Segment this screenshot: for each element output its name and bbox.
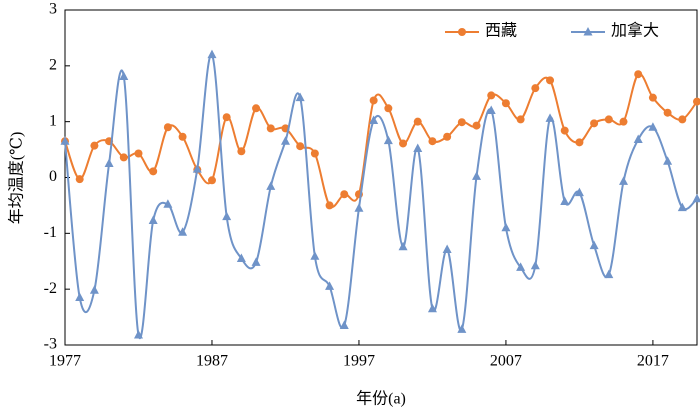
point bbox=[252, 257, 261, 266]
x-tick-label: 1977 bbox=[49, 353, 81, 370]
point bbox=[678, 115, 686, 123]
point bbox=[237, 147, 245, 155]
point bbox=[164, 123, 172, 131]
point bbox=[531, 84, 539, 92]
point bbox=[326, 201, 334, 209]
point bbox=[678, 203, 687, 212]
y-tick-label: 0 bbox=[49, 168, 57, 185]
y-tick-label: -2 bbox=[44, 280, 57, 297]
point bbox=[664, 109, 672, 117]
point bbox=[310, 251, 319, 260]
point bbox=[605, 115, 613, 123]
point bbox=[502, 99, 510, 107]
point bbox=[560, 197, 569, 206]
point bbox=[223, 113, 231, 121]
legend-marker bbox=[458, 28, 466, 36]
legend-label: 西藏 bbox=[485, 22, 517, 40]
x-tick-label: 2007 bbox=[490, 353, 522, 370]
plot-frame bbox=[65, 10, 697, 345]
point bbox=[90, 142, 98, 150]
y-tick-label: 3 bbox=[49, 1, 57, 18]
point bbox=[384, 104, 392, 112]
legend-label: 加拿大 bbox=[611, 21, 659, 40]
point bbox=[649, 94, 657, 102]
point bbox=[340, 320, 349, 329]
point bbox=[354, 203, 363, 212]
point bbox=[443, 133, 451, 141]
point bbox=[76, 175, 84, 183]
y-tick-label: -3 bbox=[44, 336, 57, 353]
point bbox=[149, 167, 157, 175]
x-tick-label: 1997 bbox=[343, 353, 375, 370]
point bbox=[428, 137, 436, 145]
y-axis-label: 年均温度(℃) bbox=[8, 132, 26, 225]
point bbox=[620, 118, 628, 126]
point bbox=[575, 138, 583, 146]
point bbox=[414, 118, 422, 126]
point bbox=[399, 139, 407, 147]
point bbox=[266, 181, 275, 190]
point bbox=[120, 153, 128, 161]
point bbox=[604, 270, 613, 279]
point bbox=[311, 149, 319, 157]
point bbox=[149, 215, 158, 224]
point bbox=[693, 194, 700, 203]
y-tick-label: 1 bbox=[49, 112, 57, 129]
point bbox=[105, 159, 114, 168]
point bbox=[501, 223, 510, 232]
point bbox=[472, 171, 481, 180]
point bbox=[590, 119, 598, 127]
point bbox=[413, 143, 422, 152]
point bbox=[179, 133, 187, 141]
point bbox=[561, 127, 569, 135]
point bbox=[546, 113, 555, 122]
point bbox=[517, 115, 525, 123]
point bbox=[222, 212, 231, 221]
point bbox=[473, 122, 481, 130]
point bbox=[531, 261, 540, 270]
point bbox=[75, 293, 84, 302]
y-tick-label: 2 bbox=[49, 57, 57, 74]
point bbox=[487, 91, 495, 99]
x-tick-label: 1987 bbox=[196, 353, 228, 370]
point bbox=[267, 124, 275, 132]
point bbox=[207, 50, 216, 59]
point bbox=[634, 70, 642, 78]
point bbox=[619, 176, 628, 185]
point bbox=[546, 76, 554, 84]
point bbox=[399, 242, 408, 251]
point bbox=[296, 142, 304, 150]
point bbox=[208, 176, 216, 184]
point bbox=[443, 245, 452, 254]
point bbox=[340, 190, 348, 198]
point bbox=[370, 96, 378, 104]
point bbox=[134, 149, 142, 157]
point bbox=[384, 136, 393, 145]
x-tick-label: 2017 bbox=[637, 353, 669, 370]
point bbox=[590, 241, 599, 250]
y-tick-label: -1 bbox=[44, 224, 57, 241]
point bbox=[90, 285, 99, 294]
point bbox=[458, 118, 466, 126]
x-axis-label: 年份(a) bbox=[356, 390, 406, 408]
point bbox=[281, 136, 290, 145]
series-line bbox=[65, 74, 697, 207]
point bbox=[663, 156, 672, 165]
point bbox=[252, 104, 260, 112]
